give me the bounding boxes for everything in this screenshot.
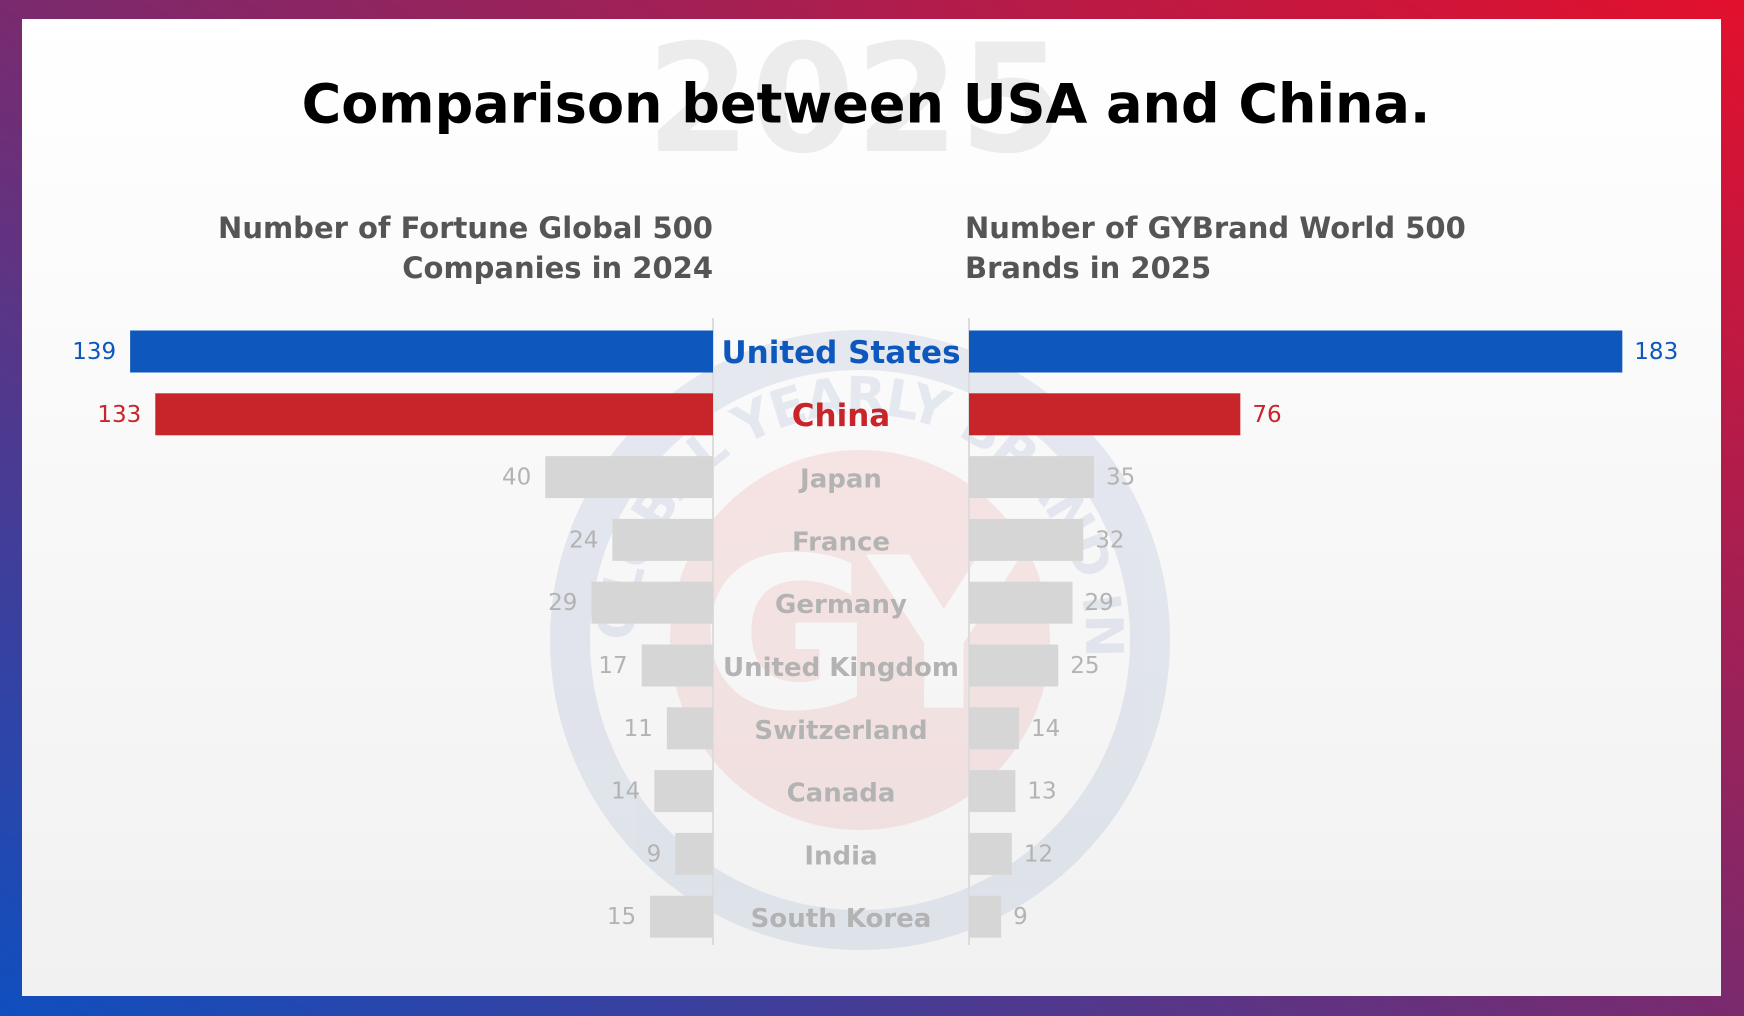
- category-label: United Kingdom: [723, 653, 959, 683]
- bar: [969, 330, 1623, 373]
- value-label: 133: [97, 402, 141, 428]
- bar: [969, 456, 1094, 499]
- chart-title: Comparison between USA and China.: [302, 73, 1431, 136]
- series-title: Number of Fortune Global 500 Companies in…: [218, 211, 713, 285]
- bar: [969, 895, 1002, 938]
- value-label: 32: [1095, 527, 1124, 553]
- value-label: 9: [647, 841, 662, 867]
- value-label: 9: [1013, 904, 1028, 930]
- value-label: 14: [1031, 716, 1060, 742]
- bar: [969, 581, 1073, 624]
- bar: [969, 644, 1059, 687]
- bar: [612, 518, 713, 561]
- bar: [545, 456, 713, 499]
- category-label: Switzerland: [754, 716, 927, 746]
- value-label: 14: [611, 779, 640, 805]
- value-label: 40: [502, 465, 531, 491]
- value-label: 183: [1634, 339, 1678, 365]
- value-label: 139: [72, 339, 116, 365]
- bar: [654, 770, 713, 813]
- category-label: Canada: [787, 779, 896, 809]
- bar: [969, 393, 1241, 436]
- category-label: France: [792, 527, 890, 557]
- bar: [969, 832, 1012, 875]
- value-label: 35: [1106, 465, 1135, 491]
- value-label: 15: [607, 904, 636, 930]
- category-label: Germany: [775, 590, 907, 620]
- series-title-line: Number of GYBrand World 500: [965, 211, 1466, 245]
- bar: [641, 644, 713, 687]
- bar: [155, 393, 713, 436]
- value-label: 29: [1085, 590, 1114, 616]
- category-label: United States: [721, 335, 960, 371]
- category-label: China: [792, 398, 890, 434]
- series-title: Number of GYBrand World 500 Brands in 202…: [965, 211, 1466, 285]
- series-title-line: Brands in 2025: [965, 251, 1211, 285]
- series-title-line: Number of Fortune Global 500: [218, 211, 713, 245]
- value-label: 24: [569, 527, 598, 553]
- series-title-line: Companies in 2024: [402, 251, 713, 285]
- value-label: 11: [624, 716, 653, 742]
- category-label: South Korea: [751, 904, 932, 934]
- value-label: 76: [1252, 402, 1281, 428]
- bar: [969, 770, 1016, 813]
- bar: [675, 832, 713, 875]
- value-label: 29: [548, 590, 577, 616]
- category-label: Japan: [798, 465, 882, 495]
- value-label: 13: [1027, 779, 1056, 805]
- value-label: 25: [1070, 653, 1099, 679]
- value-label: 17: [598, 653, 627, 679]
- category-label: India: [804, 841, 877, 871]
- bar: [591, 581, 713, 624]
- bar: [666, 707, 713, 750]
- bar: [650, 895, 713, 938]
- bar: [130, 330, 714, 373]
- value-label: 12: [1024, 841, 1053, 867]
- bar: [969, 707, 1019, 750]
- bar: [969, 518, 1084, 561]
- panel: [22, 19, 1721, 996]
- watermark-year: 2025: [646, 13, 1063, 187]
